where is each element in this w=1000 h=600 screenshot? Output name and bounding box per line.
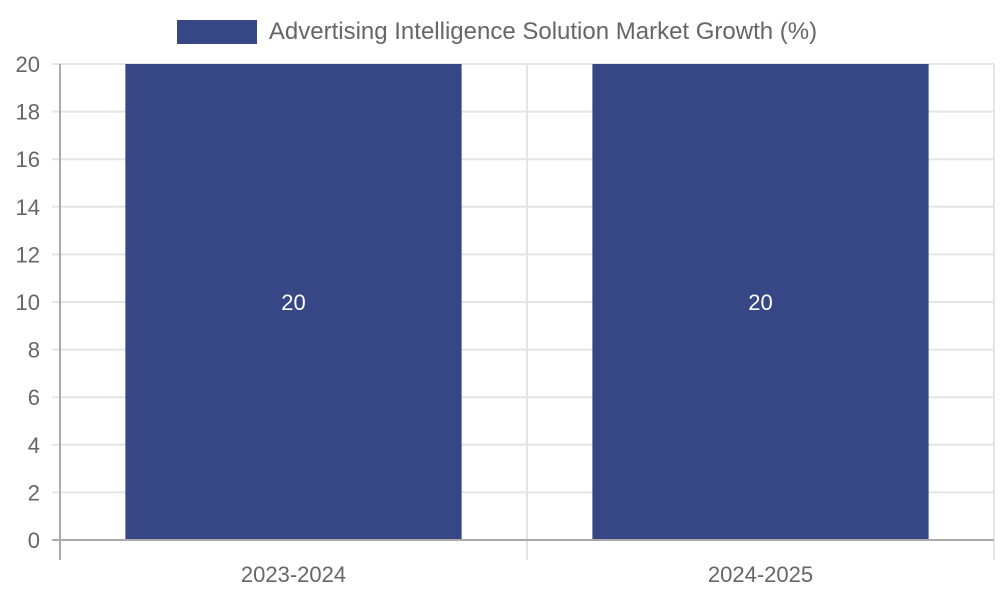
bar-2023-2024[interactable] [125, 64, 462, 540]
y-tick-label: 6 [28, 385, 40, 410]
chart-legend: Advertising Intelligence Solution Market… [0, 18, 1000, 46]
bar-value-label: 20 [281, 290, 305, 315]
bar-value-label: 20 [748, 290, 772, 315]
legend-label: Advertising Intelligence Solution Market… [268, 18, 818, 45]
y-tick-label: 14 [16, 195, 40, 220]
x-tick-label: 2024-2025 [708, 562, 813, 587]
y-tick-label: 8 [28, 338, 40, 363]
x-tick-label: 2023-2024 [241, 562, 346, 587]
y-tick-label: 12 [16, 242, 40, 267]
y-tick-label: 18 [16, 100, 40, 125]
y-tick-label: 0 [28, 528, 40, 553]
y-tick-label: 16 [16, 147, 40, 172]
legend-swatch[interactable] [176, 20, 257, 44]
y-tick-label: 2 [28, 480, 40, 505]
bar-2024-2025[interactable] [592, 64, 929, 540]
y-tick-label: 4 [28, 433, 40, 458]
y-tick-label: 10 [16, 290, 40, 315]
y-tick-label: 20 [16, 52, 40, 77]
